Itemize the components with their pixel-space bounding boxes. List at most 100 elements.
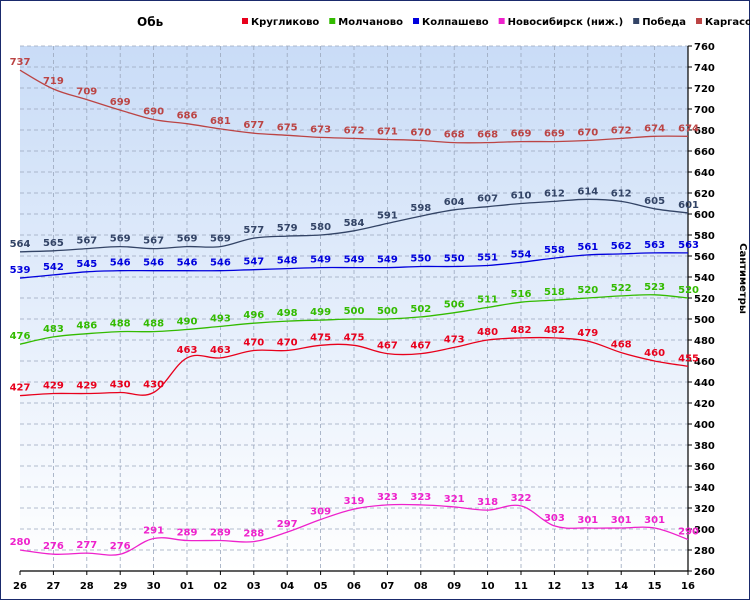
data-label: 301 [611, 515, 632, 526]
data-label: 547 [243, 257, 264, 268]
series-line-0 [19, 336, 689, 397]
data-label: 460 [644, 348, 665, 359]
data-label: 280 [10, 537, 31, 548]
y-tick-label: 660 [694, 147, 715, 158]
x-tick-label: 16 [681, 581, 695, 592]
y-tick-label: 740 [694, 63, 715, 74]
data-label: 518 [544, 287, 565, 298]
data-label: 577 [243, 225, 264, 236]
data-label: 549 [344, 255, 365, 266]
data-label: 567 [143, 236, 164, 247]
y-tick-label: 760 [694, 42, 715, 53]
data-label: 430 [143, 380, 164, 391]
y-tick-label: 580 [694, 231, 715, 242]
data-label: 475 [310, 332, 331, 343]
data-label: 669 [544, 129, 565, 140]
data-label: 551 [477, 252, 498, 263]
data-label: 291 [143, 525, 164, 536]
x-tick-label: 01 [180, 581, 194, 592]
x-tick-label: 09 [447, 581, 461, 592]
data-label: 569 [110, 234, 131, 245]
data-label: 539 [10, 265, 31, 276]
data-label: 567 [76, 236, 97, 247]
data-label: 690 [143, 107, 164, 118]
data-label: 550 [444, 254, 465, 265]
data-label: 289 [210, 528, 231, 539]
data-label: 549 [310, 255, 331, 266]
data-label: 480 [477, 327, 498, 338]
y-tick-label: 420 [694, 399, 715, 410]
x-tick-label: 29 [113, 581, 127, 592]
y-tick-label: 380 [694, 441, 715, 452]
data-label: 719 [43, 76, 64, 87]
data-label: 607 [477, 194, 498, 205]
data-label: 699 [110, 97, 131, 108]
series-line-2 [19, 252, 689, 279]
data-label: 542 [43, 262, 64, 273]
y-tick-label: 360 [694, 462, 715, 473]
legend-label-4: Победа [642, 16, 686, 28]
data-label: 467 [377, 341, 398, 352]
y-tick-label: 640 [694, 168, 715, 179]
y-tick-label: 300 [694, 525, 715, 536]
data-label: 546 [110, 258, 131, 269]
data-label: 516 [511, 289, 532, 300]
y-tick-label: 320 [694, 504, 715, 515]
data-label: 476 [10, 331, 31, 342]
data-label: 564 [10, 239, 31, 250]
x-tick-label: 06 [347, 581, 361, 592]
x-tick-label: 04 [280, 581, 294, 592]
data-label: 681 [210, 116, 231, 127]
y-tick-label: 500 [694, 315, 715, 326]
data-label: 499 [310, 307, 331, 318]
data-label: 675 [277, 122, 298, 133]
data-label: 303 [544, 513, 565, 524]
y-tick-label: 340 [694, 483, 715, 494]
data-label: 301 [644, 515, 665, 526]
x-tick-label: 27 [46, 581, 60, 592]
y-tick-label: 460 [694, 357, 715, 368]
x-tick-label: 10 [481, 581, 495, 592]
data-label: 563 [644, 240, 665, 251]
legend-label-1: Молчаново [338, 17, 403, 28]
data-label: 604 [444, 197, 465, 208]
legend-label-2: Колпашево [422, 17, 489, 28]
data-label: 323 [377, 492, 398, 503]
data-label: 561 [577, 242, 598, 253]
y-axis-title: Сантиметры [737, 243, 748, 314]
y-tick-label: 280 [694, 546, 715, 557]
data-label: 467 [410, 341, 431, 352]
data-label: 584 [344, 218, 365, 229]
x-tick-label: 26 [13, 581, 27, 592]
data-label: 463 [210, 345, 231, 356]
data-label: 549 [377, 255, 398, 266]
x-tick-label: 03 [247, 581, 261, 592]
x-tick-label: 13 [581, 581, 595, 592]
data-label: 502 [410, 304, 431, 315]
data-label: 319 [344, 496, 365, 507]
data-label: 668 [477, 130, 498, 141]
data-label: 672 [344, 125, 365, 136]
data-label: 562 [611, 241, 632, 252]
data-label: 565 [43, 238, 64, 249]
data-label: 671 [377, 126, 398, 137]
data-label: 601 [678, 200, 699, 211]
data-label: 522 [611, 283, 632, 294]
y-tick-label: 720 [694, 84, 715, 95]
data-label: 289 [177, 528, 198, 539]
data-label: 498 [277, 308, 298, 319]
data-label: 579 [277, 223, 298, 234]
data-label: 318 [477, 497, 498, 508]
y-tick-label: 680 [694, 126, 715, 137]
series-line-1 [19, 294, 689, 345]
data-label: 482 [544, 325, 565, 336]
data-label: 488 [110, 319, 131, 330]
chart-title: Обь [137, 15, 164, 29]
data-label: 605 [644, 196, 665, 207]
data-label: 545 [76, 259, 97, 270]
data-label: 430 [110, 380, 131, 391]
data-label: 548 [277, 256, 298, 267]
data-label: 546 [177, 258, 198, 269]
data-label: 520 [577, 285, 598, 296]
